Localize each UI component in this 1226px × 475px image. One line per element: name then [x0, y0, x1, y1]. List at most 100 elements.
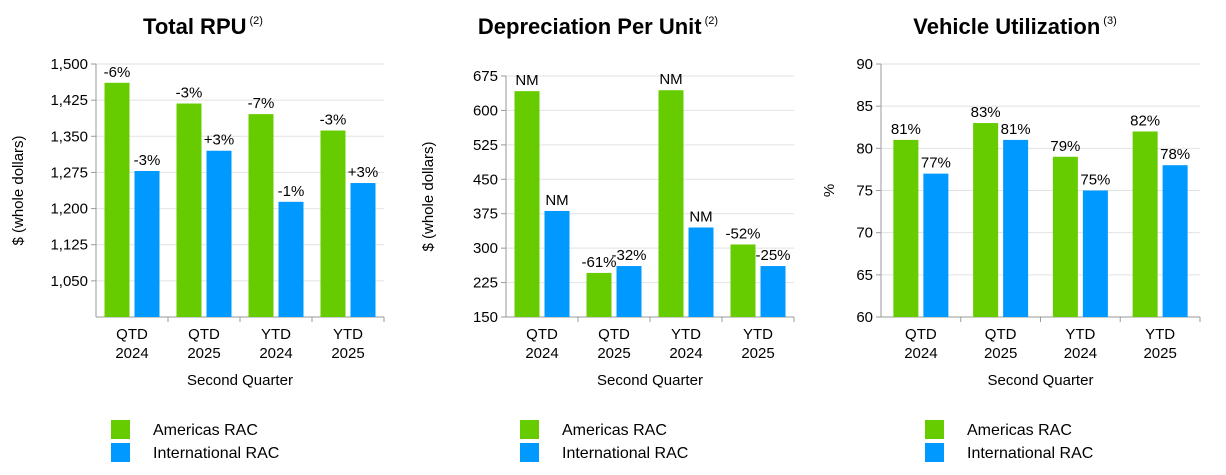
data-label: +3%: [348, 164, 378, 181]
y-tick-label: 150: [473, 309, 498, 326]
x-tick-label-line1: YTD: [743, 326, 773, 343]
chart-title-text: Total RPU: [143, 14, 246, 39]
bar-international-rac: [1082, 190, 1108, 317]
bar-international-rac: [206, 150, 232, 317]
bar-international-rac: [544, 210, 570, 317]
x-tick-label-line2: 2025: [741, 345, 774, 362]
y-tick-label: 85: [856, 98, 873, 115]
data-label: -7%: [248, 95, 275, 112]
bar-international-rac: [688, 227, 714, 317]
y-tick-label: 70: [856, 225, 873, 242]
x-tick-label-line1: YTD: [1145, 326, 1175, 343]
x-tick-label-line2: 2025: [1143, 345, 1176, 362]
data-label: -3%: [176, 85, 203, 102]
x-tick-label-line2: 2025: [984, 345, 1017, 362]
legend-label: International RAC: [562, 445, 688, 462]
y-axis-title: %: [821, 184, 838, 197]
data-label: NM: [659, 71, 682, 88]
data-label: 78%: [1160, 146, 1190, 163]
x-tick-label-line2: 2024: [1064, 345, 1097, 362]
chart-title: Depreciation Per Unit (2): [478, 14, 718, 39]
x-tick-label-line1: QTD: [598, 326, 630, 343]
y-tick-label: 1,200: [50, 201, 88, 218]
data-label: NM: [545, 192, 568, 209]
y-tick-label: 225: [473, 275, 498, 292]
y-tick-label: 375: [473, 206, 498, 223]
data-label: 81%: [1001, 121, 1031, 138]
x-tick-label-line1: YTD: [261, 326, 291, 343]
y-tick-label: 75: [856, 183, 873, 200]
data-label: 77%: [921, 155, 951, 172]
y-tick-label: 525: [473, 137, 498, 154]
y-tick-label: 1,125: [50, 237, 88, 254]
bar-international-rac: [923, 173, 949, 317]
bar-americas-rac: [320, 130, 346, 317]
chart-title: Vehicle Utilization (3): [913, 14, 1117, 39]
x-axis-title: Second Quarter: [988, 372, 1094, 389]
bar-americas-rac: [1052, 156, 1078, 317]
chart-title-note: (2): [250, 15, 263, 27]
data-label: -1%: [278, 183, 305, 200]
data-label: 79%: [1050, 138, 1080, 155]
bar-americas-rac: [730, 244, 756, 317]
bar-americas-rac: [248, 114, 274, 317]
y-tick-label: 600: [473, 102, 498, 119]
depreciation-per-unit-chart: Depreciation Per Unit (2) 150 225 300 375 450 5…: [420, 14, 795, 462]
x-axis-title: Second Quarter: [597, 372, 703, 389]
y-tick-label: 300: [473, 240, 498, 257]
x-tick-label-line1: QTD: [116, 326, 148, 343]
bar-americas-rac: [514, 91, 540, 317]
legend-swatch: [111, 443, 130, 462]
y-tick-label: 1,275: [50, 164, 88, 181]
bar-international-rac: [1162, 165, 1188, 317]
legend-swatch: [925, 443, 944, 462]
legend-swatch: [111, 420, 130, 439]
x-tick-label-line1: QTD: [905, 326, 937, 343]
data-label: 81%: [891, 121, 921, 138]
x-tick-label-line2: 2025: [597, 345, 630, 362]
legend-label: Americas RAC: [967, 422, 1072, 439]
bar-americas-rac: [176, 103, 202, 317]
x-tick-label-line2: 2024: [669, 345, 702, 362]
y-tick-label: 1,425: [50, 92, 88, 109]
data-label: -61%: [581, 254, 616, 271]
bar-americas-rac: [973, 123, 999, 318]
x-tick-label-line1: YTD: [1065, 326, 1095, 343]
x-tick-label-line2: 2025: [331, 345, 364, 362]
data-label: -6%: [104, 64, 131, 81]
y-axis-title: $ (whole dollars): [10, 135, 27, 245]
chart-title-text: Vehicle Utilization: [913, 14, 1100, 39]
x-tick-label-line1: QTD: [985, 326, 1017, 343]
data-label: NM: [689, 208, 712, 225]
x-tick-label-line2: 2024: [259, 345, 292, 362]
data-label: -52%: [725, 225, 760, 242]
x-axis-title: Second Quarter: [187, 372, 293, 389]
x-tick-label-line2: 2024: [904, 345, 937, 362]
legend-swatch: [925, 420, 944, 439]
bar-americas-rac: [1132, 131, 1158, 317]
total-rpu-chart: Total RPU (2) 1,050 1,125 1,200 1,275 1,350 1,4…: [10, 14, 385, 462]
bar-americas-rac: [658, 90, 684, 318]
bar-americas-rac: [104, 82, 130, 318]
y-tick-label: 1,050: [50, 273, 88, 290]
x-tick-label-line1: YTD: [333, 326, 363, 343]
y-tick-label: 675: [473, 68, 498, 85]
data-label: 83%: [971, 104, 1001, 121]
chart-title-note: (2): [705, 15, 718, 27]
data-label: NM: [515, 72, 538, 89]
x-tick-label-line1: QTD: [526, 326, 558, 343]
chart-title-note: (3): [1103, 15, 1116, 27]
data-label: -3%: [320, 112, 347, 129]
vehicle-utilization-chart: Vehicle Utilization (3) 60 65 70 75 80 85 90% 81%…: [821, 14, 1201, 462]
x-tick-label-line2: 2024: [525, 345, 558, 362]
y-tick-label: 65: [856, 267, 873, 284]
y-tick-label: 80: [856, 140, 873, 157]
x-tick-label-line2: 2025: [187, 345, 220, 362]
legend-label: International RAC: [967, 445, 1093, 462]
y-tick-label: 1,500: [50, 56, 88, 73]
legend-swatch: [520, 443, 539, 462]
bar-americas-rac: [893, 139, 919, 317]
data-label: 75%: [1080, 172, 1110, 189]
legend-swatch: [520, 420, 539, 439]
